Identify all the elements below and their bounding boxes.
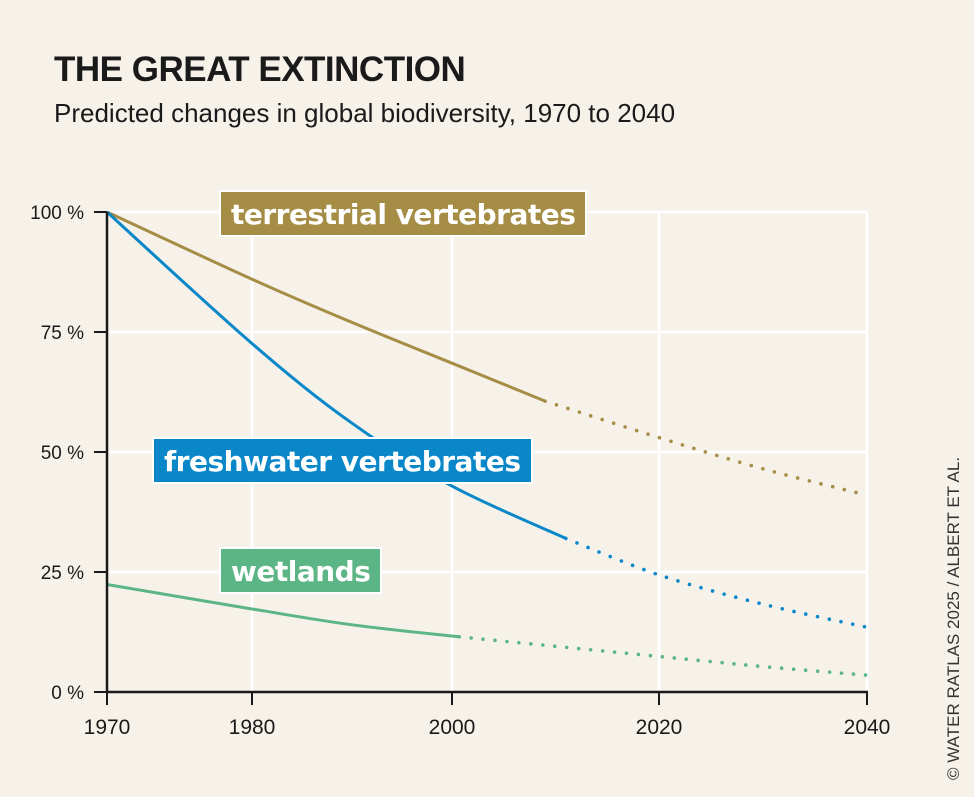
- y-tick-label: 0 %: [51, 683, 84, 704]
- y-tick-label: 100 %: [30, 203, 84, 224]
- series-projection-terrestrial-vertebrates: [543, 399, 869, 497]
- series-projection-freshwater-vertebrates: [564, 536, 869, 629]
- series-label-terrestrial-vertebrates: terrestrial vertebrates: [219, 190, 588, 237]
- series-line-wetlands: [106, 583, 460, 639]
- x-tick-label: 2040: [844, 716, 891, 739]
- series-label-wetlands: wetlands: [219, 547, 383, 594]
- y-tick-label: 25 %: [41, 563, 84, 584]
- y-tick-label: 75 %: [41, 323, 84, 344]
- x-tick-label: 1980: [229, 716, 276, 739]
- series-projection-wetlands: [457, 635, 869, 677]
- chart-title: THE GREAT EXTINCTION: [54, 50, 466, 89]
- series-line-freshwater-vertebrates: [105, 210, 567, 540]
- x-tick-label: 1970: [84, 716, 131, 739]
- series-line-terrestrial-vertebrates: [106, 210, 546, 403]
- x-tick-label: 2020: [636, 716, 683, 739]
- y-tick-label: 50 %: [41, 443, 84, 464]
- chart-subtitle: Predicted changes in global biodiversity…: [54, 98, 676, 128]
- x-tick-label: 2000: [429, 716, 476, 739]
- source-credit: © WATER RATLAS 2025 / ALBERT ET AL.: [944, 456, 963, 780]
- series-label-freshwater-vertebrates: freshwater vertebrates: [152, 437, 533, 484]
